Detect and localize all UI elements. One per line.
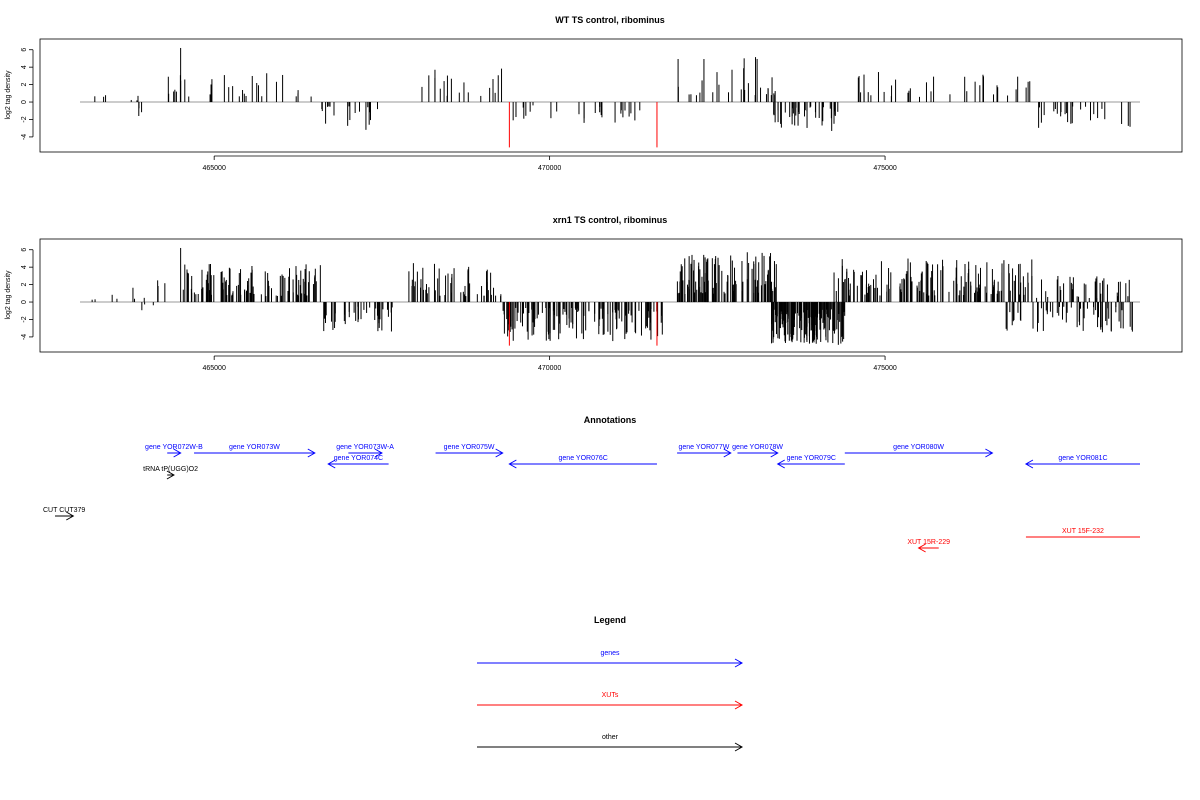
xrn1-y-tick-label: -4 bbox=[21, 334, 28, 340]
annotation-feature: gene YOR073W bbox=[194, 444, 316, 458]
legend-label: genes bbox=[600, 650, 620, 657]
xrn1-y-tick-label: 4 bbox=[21, 265, 28, 269]
annotation-feature: gene YOR081C bbox=[1024, 455, 1140, 469]
annotation-label: gene YOR079C bbox=[787, 455, 836, 462]
annotation-feature: gene YOR079C bbox=[776, 455, 845, 469]
legend-entries: genes XUTs other bbox=[477, 650, 744, 752]
annotation-label: gene YOR074C bbox=[334, 455, 383, 462]
annotation-features: gene YOR072W-B gene YOR073W gene YOR073W-A… bbox=[43, 444, 1140, 553]
legend-entry: other bbox=[477, 734, 744, 752]
annotation-arrowhead bbox=[495, 448, 504, 458]
wt-track-panel: WT TS control, ribominus log2 tag densit… bbox=[5, 15, 1183, 172]
annotation-feature: gene YOR075W bbox=[435, 444, 504, 458]
wt-x-tick-label: 470000 bbox=[538, 165, 561, 172]
xrn1-x-tick-label: 465000 bbox=[202, 365, 225, 372]
annotation-feature: gene YOR078W bbox=[732, 444, 783, 458]
annotation-feature: XUT 15F-232 bbox=[1025, 528, 1140, 538]
annotation-feature: CUT CUT379 bbox=[43, 507, 85, 521]
xrn1-axes: -4 -2 0 2 4 6 465000 470000 475000 bbox=[21, 248, 897, 372]
wt-y-tick-label: 2 bbox=[21, 83, 28, 87]
wt-y-tick-label: -2 bbox=[21, 116, 28, 122]
xrn1-plot-frame bbox=[39, 238, 1183, 353]
annotation-label: XUT 15F-232 bbox=[1062, 528, 1104, 535]
annotation-arrowhead bbox=[508, 459, 517, 469]
xrn1-x-tick-label: 475000 bbox=[873, 365, 896, 372]
wt-y-tick-label: 4 bbox=[21, 65, 28, 69]
xrn1-track-panel: xrn1 TS control, ribominus log2 tag dens… bbox=[5, 215, 1183, 372]
annotation-label: gene YOR072W-B bbox=[145, 444, 203, 451]
annotation-label: gene YOR076C bbox=[559, 455, 608, 462]
xrn1-y-axis-label: log2 tag density bbox=[5, 270, 12, 320]
annotation-arrowhead bbox=[985, 448, 994, 458]
annotation-arrowhead bbox=[723, 448, 732, 458]
annotation-arrowhead bbox=[173, 448, 182, 458]
annotation-arrowhead bbox=[917, 543, 926, 553]
xrn1-bars bbox=[80, 247, 1140, 346]
annotation-label: gene YOR075W bbox=[444, 444, 495, 451]
legend-title: Legend bbox=[594, 615, 626, 625]
legend-arrowhead bbox=[734, 658, 744, 668]
wt-bars bbox=[80, 47, 1140, 148]
annotation-feature: XUT 15R-229 bbox=[907, 539, 950, 553]
wt-y-tick-label: 0 bbox=[21, 100, 28, 104]
annotation-feature: gene YOR076C bbox=[508, 455, 657, 469]
annotations-title: Annotations bbox=[584, 415, 637, 425]
wt-y-tick-label: -4 bbox=[21, 134, 28, 140]
xrn1-y-tick-label: 0 bbox=[21, 300, 28, 304]
xrn1-y-tick-label: 2 bbox=[21, 283, 28, 287]
annotation-feature: gene YOR072W-B bbox=[145, 444, 203, 458]
annotation-label: gene YOR081C bbox=[1058, 455, 1107, 462]
legend-label: other bbox=[602, 734, 619, 741]
annotation-feature: gene YOR073W-A bbox=[336, 444, 394, 458]
annotation-label: gene YOR078W bbox=[732, 444, 783, 451]
xrn1-track-title: xrn1 TS control, ribominus bbox=[553, 215, 668, 225]
xrn1-y-tick-label: 6 bbox=[21, 248, 28, 252]
legend-entry: genes bbox=[477, 650, 744, 668]
annotation-label: tRNA tP(UGG)O2 bbox=[143, 466, 198, 473]
legend-entry: XUTs bbox=[477, 692, 744, 710]
wt-x-tick-label: 465000 bbox=[202, 165, 225, 172]
wt-track-title: WT TS control, ribominus bbox=[555, 15, 665, 25]
annotation-label: CUT CUT379 bbox=[43, 507, 85, 514]
annotation-feature: tRNA tP(UGG)O2 bbox=[143, 466, 198, 480]
wt-x-tick-label: 475000 bbox=[873, 165, 896, 172]
annotation-label: XUT 15R-229 bbox=[907, 539, 950, 546]
wt-axes: -4 -2 0 2 4 6 465000 470000 475000 bbox=[21, 48, 897, 172]
legend-arrowhead bbox=[734, 742, 744, 752]
legend-label: XUTs bbox=[602, 692, 619, 699]
annotation-label: gene YOR073W-A bbox=[336, 444, 394, 451]
xrn1-y-tick-label: -2 bbox=[21, 316, 28, 322]
wt-plot-frame bbox=[39, 38, 1183, 153]
annotation-arrowhead bbox=[776, 459, 785, 469]
annotation-arrowhead bbox=[66, 511, 75, 521]
legend-panel: Legend genes XUTs other bbox=[477, 615, 744, 752]
annotation-arrowhead bbox=[327, 459, 336, 469]
wt-y-tick-label: 6 bbox=[21, 48, 28, 52]
annotation-arrowhead bbox=[307, 448, 316, 458]
annotation-arrowhead bbox=[374, 448, 383, 458]
annotation-arrowhead bbox=[1024, 459, 1034, 469]
xrn1-x-tick-label: 470000 bbox=[538, 365, 561, 372]
annotation-feature: gene YOR080W bbox=[844, 444, 994, 458]
annotation-label: gene YOR077W bbox=[678, 444, 729, 451]
annotation-feature: gene YOR074C bbox=[327, 455, 389, 469]
legend-arrowhead bbox=[734, 700, 744, 710]
annotations-panel: Annotations gene YOR072W-B gene YOR073W ge… bbox=[43, 415, 1140, 553]
annotation-arrowhead bbox=[770, 448, 779, 458]
annotation-label: gene YOR073W bbox=[229, 444, 280, 451]
wt-y-axis-label: log2 tag density bbox=[5, 70, 12, 120]
annotation-arrowhead bbox=[166, 470, 175, 480]
annotation-label: gene YOR080W bbox=[893, 444, 944, 451]
annotation-feature: gene YOR077W bbox=[677, 444, 732, 458]
